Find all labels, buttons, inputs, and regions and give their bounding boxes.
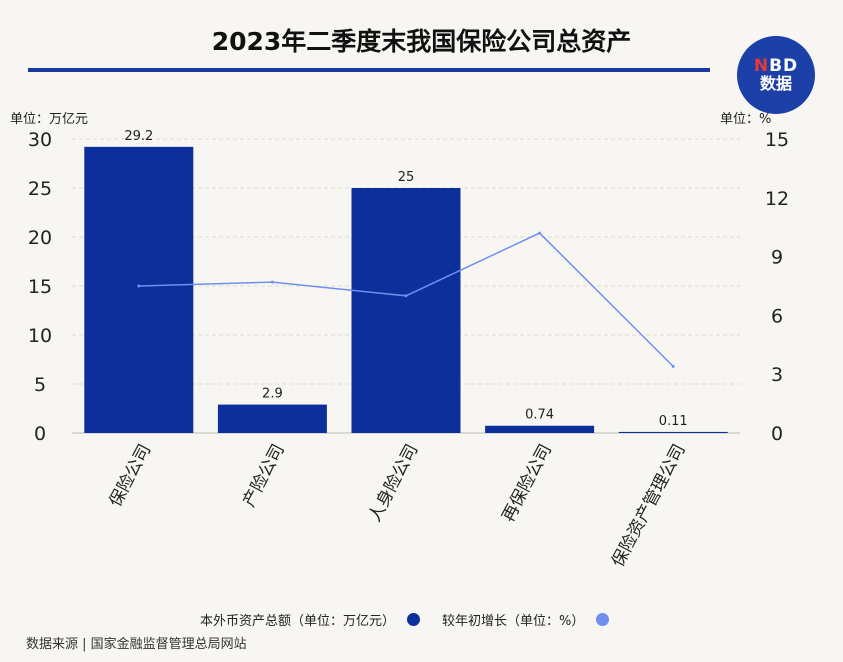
legend-swatch-growth	[596, 613, 610, 626]
chart-title: 2023年二季度末我国保险公司总资产	[211, 27, 632, 56]
right-axis-unit: 单位：%	[720, 112, 772, 127]
legend-swatch-assets	[407, 613, 421, 626]
right-tick-label: 15	[765, 129, 789, 151]
bar-data-label: 2.9	[262, 387, 283, 402]
legend-label-growth: 较年初增长（单位：%）	[442, 614, 585, 629]
bar	[618, 431, 728, 433]
left-tick-label: 25	[28, 178, 52, 200]
growth-point	[671, 364, 675, 368]
bar	[217, 404, 327, 433]
left-tick-label: 20	[28, 227, 52, 249]
bar-data-label: 0.74	[525, 408, 554, 423]
category-label: 产险公司	[239, 441, 289, 510]
right-tick-label: 3	[771, 364, 783, 386]
right-tick-label: 6	[771, 305, 783, 327]
growth-point	[137, 284, 141, 288]
category-label: 再保险公司	[498, 441, 556, 525]
bar-data-label: 25	[398, 170, 415, 185]
legend: 本外币资产总额（单位：万亿元） 较年初增长（单位：%）	[200, 610, 700, 629]
left-axis-unit: 单位：万亿元	[10, 112, 89, 127]
nbd-logo: NBD 数据	[737, 36, 815, 114]
title-underline	[28, 68, 710, 72]
left-tick-label: 5	[34, 374, 46, 396]
growth-point	[404, 294, 408, 298]
bar-data-label: 29.2	[124, 129, 153, 144]
right-tick-label: 9	[771, 247, 783, 269]
left-tick-label: 30	[28, 129, 52, 151]
bar	[485, 425, 595, 433]
right-tick-label: 12	[765, 188, 789, 210]
left-tick-label: 0	[34, 423, 46, 445]
category-label: 人身险公司	[365, 441, 423, 525]
legend-label-assets: 本外币资产总额（单位：万亿元）	[200, 614, 396, 629]
left-tick-label: 10	[28, 325, 52, 347]
growth-point	[538, 231, 542, 235]
category-label: 保险公司	[106, 441, 156, 510]
left-tick-label: 15	[28, 276, 52, 298]
category-label: 保险资产管理公司	[608, 441, 690, 570]
growth-point	[270, 280, 274, 284]
bar	[84, 146, 194, 433]
bar	[351, 188, 461, 433]
data-source: 数据来源 | 国家金融监督管理总局网站	[26, 637, 247, 652]
right-tick-label: 0	[771, 423, 783, 445]
bar-data-label: 0.11	[659, 414, 688, 429]
